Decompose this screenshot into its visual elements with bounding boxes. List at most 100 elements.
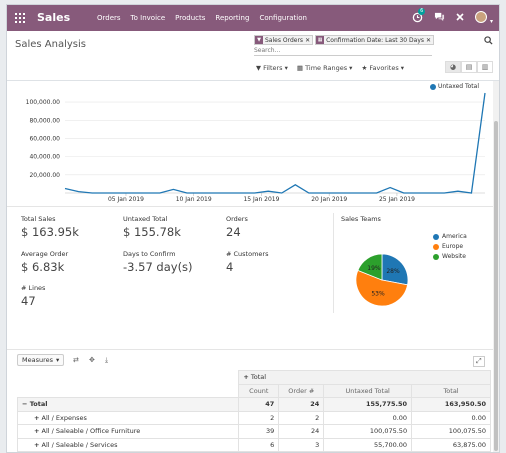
legend-label: Europe bbox=[442, 243, 464, 250]
favorites-button[interactable]: ★ Favorites ▾ bbox=[361, 64, 405, 72]
x-tick-label: 20 Jan 2019 bbox=[311, 196, 347, 203]
pivot-col-header[interactable]: + Total bbox=[238, 370, 491, 385]
main-menu: Orders To Invoice Products Reporting Con… bbox=[97, 14, 307, 22]
series-line-untaxed-total bbox=[64, 92, 486, 194]
activity-clock-icon[interactable]: 6 bbox=[412, 7, 426, 26]
divider bbox=[333, 213, 334, 313]
kpi-orders[interactable]: Orders 24 bbox=[226, 215, 248, 239]
y-tick-label: 100,000.00 bbox=[26, 99, 61, 106]
pie-legend-item[interactable]: America bbox=[433, 233, 467, 240]
legend-label: America bbox=[442, 233, 467, 240]
calendar-icon: ▦ bbox=[296, 64, 304, 72]
legend-swatch bbox=[433, 243, 439, 250]
pie-legend-item[interactable]: Europe bbox=[433, 243, 467, 250]
user-avatar[interactable]: ▾ bbox=[475, 11, 493, 26]
facet-confirmation-date[interactable]: ▦ Confirmation Date: Last 30 Days ✕ bbox=[315, 35, 435, 45]
legend-label: Website bbox=[442, 253, 466, 260]
menu-configuration[interactable]: Configuration bbox=[259, 14, 307, 22]
top-navbar: Sales Orders To Invoice Products Reporti… bbox=[7, 5, 499, 31]
control-panel: Sales Analysis ▼ Sales Orders ✕ ▦ Confir… bbox=[7, 31, 499, 81]
legend-swatch bbox=[433, 233, 439, 240]
facet-sales-orders[interactable]: ▼ Sales Orders ✕ bbox=[254, 35, 314, 45]
expand-all-icon[interactable]: ✥ bbox=[89, 356, 95, 364]
systray: 6 ▾ bbox=[412, 7, 493, 26]
row-header[interactable]: + All / Saleable / Services bbox=[16, 437, 240, 452]
pie-slice-website[interactable] bbox=[357, 253, 383, 281]
pie-slice-europe[interactable] bbox=[355, 269, 409, 307]
calendar-icon: ▦ bbox=[316, 36, 325, 44]
measures-button[interactable]: Measures ▾ bbox=[17, 354, 65, 366]
col-count[interactable]: Count bbox=[238, 383, 280, 398]
activity-badge: 6 bbox=[418, 7, 426, 15]
chart-legend: Untaxed Total bbox=[429, 83, 479, 90]
scrollbar-thumb[interactable] bbox=[494, 121, 498, 451]
kpi-lines[interactable]: # Lines 47 bbox=[21, 284, 46, 308]
filter-bar: ▼ Filters ▾ ▦ Time Ranges ▾ ★ Favorites … bbox=[256, 64, 404, 72]
menu-orders[interactable]: Orders bbox=[97, 14, 121, 22]
kpi-average-order[interactable]: Average Order $ 6.83k bbox=[21, 250, 69, 274]
x-tick-label: 15 Jan 2019 bbox=[243, 196, 279, 203]
app-window: Sales Orders To Invoice Products Reporti… bbox=[6, 4, 500, 453]
fullscreen-icon[interactable]: ⤢ bbox=[473, 356, 485, 367]
chat-icon[interactable] bbox=[434, 12, 445, 25]
download-icon[interactable]: ⤓ bbox=[105, 356, 109, 364]
kpi-panel: Total Sales $ 163.95k Untaxed Total $ 155.… bbox=[7, 206, 495, 316]
flip-axis-icon[interactable]: ⇄ bbox=[73, 356, 79, 364]
row-header[interactable]: + All / Saleable / Office Furniture bbox=[16, 424, 240, 439]
legend-swatch bbox=[433, 253, 439, 260]
filter-icon: ▼ bbox=[256, 64, 261, 72]
menu-reporting[interactable]: Reporting bbox=[215, 14, 250, 22]
sales-teams-pie: 28% 53% 19% bbox=[355, 253, 409, 307]
star-icon: ★ bbox=[361, 64, 368, 72]
col-order-num[interactable]: Order # bbox=[278, 383, 325, 398]
close-icon[interactable] bbox=[456, 13, 464, 24]
graph-view-icon[interactable]: ▥ bbox=[477, 61, 493, 73]
x-tick-label: 05 Jan 2019 bbox=[108, 196, 144, 203]
scrollbar[interactable] bbox=[493, 81, 499, 452]
kpi-total-sales[interactable]: Total Sales $ 163.95k bbox=[21, 215, 79, 239]
line-chart: 100,000.00 80,000.00 60,000.00 40,000.00 20,… bbox=[26, 92, 486, 203]
row-header[interactable]: + All / Expenses bbox=[16, 410, 240, 425]
dashboard-view-icon[interactable]: ◕ bbox=[445, 61, 461, 73]
filter-icon: ▼ bbox=[255, 36, 263, 44]
menu-products[interactable]: Products bbox=[175, 14, 206, 22]
legend-swatch bbox=[429, 83, 436, 90]
remove-facet-icon[interactable]: ✕ bbox=[305, 36, 311, 44]
sales-teams-title: Sales Teams bbox=[341, 215, 381, 223]
pie-label-europe: 53% bbox=[371, 291, 385, 298]
search-icon[interactable] bbox=[484, 36, 493, 45]
search-input[interactable] bbox=[254, 46, 432, 56]
app-brand[interactable]: Sales bbox=[37, 11, 71, 24]
col-total[interactable]: Total bbox=[411, 383, 491, 398]
pie-slice-america[interactable] bbox=[381, 253, 409, 286]
pie-label-america: 28% bbox=[386, 268, 400, 275]
pivot-table: + Total Count Order # Untaxed Total Tota… bbox=[16, 370, 491, 452]
kpi-untaxed-total[interactable]: Untaxed Total $ 155.78k bbox=[123, 215, 181, 239]
y-tick-label: 40,000.00 bbox=[29, 154, 60, 161]
pie-label-website: 19% bbox=[367, 265, 381, 272]
remove-facet-icon[interactable]: ✕ bbox=[426, 36, 432, 44]
view-switcher: ◕ ▤ ▥ bbox=[445, 61, 493, 73]
filters-button[interactable]: ▼ Filters ▾ bbox=[256, 64, 288, 72]
pivot-view-icon[interactable]: ▤ bbox=[461, 61, 477, 73]
table-row: + All / Saleable / Office Furniture 39 24… bbox=[16, 424, 491, 439]
pie-legend-item[interactable]: Website bbox=[433, 253, 467, 260]
y-tick-label: 60,000.00 bbox=[29, 135, 60, 142]
row-header[interactable]: − Total bbox=[16, 397, 240, 412]
time-ranges-button[interactable]: ▦ Time Ranges ▾ bbox=[296, 64, 353, 72]
search-area: ▼ Sales Orders ✕ ▦ Confirmation Date: La… bbox=[254, 35, 435, 56]
y-tick-label: 20,000.00 bbox=[29, 172, 60, 179]
legend-label: Untaxed Total bbox=[437, 83, 479, 90]
kpi-customers[interactable]: # Customers 4 bbox=[226, 250, 269, 274]
x-tick-label: 25 Jan 2019 bbox=[379, 196, 415, 203]
x-tick-label: 10 Jan 2019 bbox=[176, 196, 212, 203]
menu-to-invoice[interactable]: To Invoice bbox=[130, 14, 166, 22]
pivot-toolbar: Measures ▾ ⇄ ✥ ⤓ ⤢ bbox=[7, 349, 495, 367]
table-row: − Total 47 24 155,775.50 163,950.50 bbox=[16, 397, 491, 412]
col-untaxed-total[interactable]: Untaxed Total bbox=[323, 383, 413, 398]
page-title: Sales Analysis bbox=[15, 39, 86, 50]
kpi-days-to-confirm[interactable]: Days to Confirm -3.57 day(s) bbox=[123, 250, 193, 274]
apps-grid-icon[interactable] bbox=[15, 13, 25, 23]
